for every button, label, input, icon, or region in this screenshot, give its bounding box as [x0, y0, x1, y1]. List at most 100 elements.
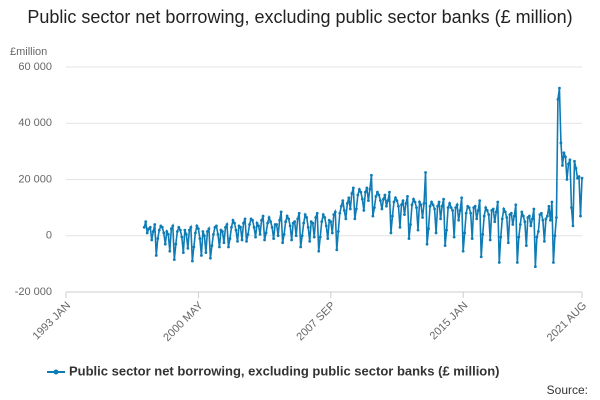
data-point: [542, 239, 546, 243]
data-point: [207, 227, 211, 231]
data-point: [160, 225, 164, 229]
data-point: [332, 213, 336, 217]
data-point: [392, 200, 396, 204]
data-point: [300, 234, 304, 238]
data-point: [287, 217, 291, 221]
data-point: [297, 211, 301, 215]
data-point: [335, 248, 339, 252]
data-point: [212, 232, 215, 236]
data-point: [568, 158, 572, 162]
legend-label: Public sector net borrowing, excluding p…: [69, 363, 500, 378]
data-point: [395, 199, 399, 202]
data-point: [579, 214, 582, 218]
data-point: [484, 206, 488, 210]
data-point: [198, 237, 202, 240]
data-point: [240, 238, 244, 242]
data-point: [275, 223, 279, 226]
data-point: [487, 213, 491, 217]
data-point: [383, 193, 387, 197]
data-point: [351, 186, 355, 190]
data-point: [448, 202, 452, 205]
data-point: [166, 232, 170, 236]
data-point: [436, 204, 439, 208]
data-point: [515, 261, 519, 264]
data-point: [577, 175, 581, 179]
y-tick-label: -20 000: [15, 286, 52, 298]
data-point: [263, 238, 266, 242]
data-point: [533, 265, 537, 269]
data-point: [379, 199, 382, 202]
data-point: [294, 234, 298, 238]
data-point: [443, 244, 447, 247]
data-point: [406, 194, 409, 198]
data-point: [317, 249, 321, 253]
data-point: [565, 178, 569, 181]
data-point: [190, 259, 194, 263]
data-point: [239, 225, 242, 229]
data-point: [397, 204, 400, 208]
data-point: [388, 190, 391, 194]
data-point: [391, 214, 394, 218]
data-point: [410, 203, 414, 207]
data-point: [553, 234, 557, 238]
data-point: [467, 206, 471, 210]
data-point: [315, 211, 319, 215]
data-point: [433, 207, 436, 211]
data-point: [203, 234, 206, 238]
data-point: [506, 241, 510, 245]
data-point: [482, 214, 486, 218]
data-point: [359, 190, 363, 194]
data-point: [323, 216, 327, 219]
data-point: [524, 244, 528, 247]
data-point: [385, 204, 388, 208]
data-point: [178, 228, 182, 232]
data-point: [177, 225, 181, 229]
data-point: [189, 225, 193, 229]
data-point: [377, 193, 381, 197]
data-point: [555, 216, 558, 219]
data-point: [500, 217, 504, 221]
data-point: [231, 218, 235, 222]
data-point: [518, 223, 522, 226]
data-point: [299, 245, 303, 249]
data-point: [413, 200, 417, 204]
data-point: [427, 227, 430, 231]
data-point: [222, 241, 226, 245]
x-tick-label: 2000 MAY: [161, 299, 206, 344]
data-point: [473, 204, 477, 208]
data-point: [530, 217, 534, 221]
chart-title: Public sector net borrowing, excluding p…: [27, 7, 573, 27]
data-point: [187, 228, 191, 232]
data-point: [267, 216, 271, 219]
data-point: [243, 217, 247, 221]
data-point: [382, 197, 385, 201]
data-point: [457, 218, 461, 222]
data-point: [288, 224, 292, 228]
data-point: [354, 207, 358, 211]
data-point: [454, 206, 458, 210]
data-point: [150, 238, 154, 242]
data-point: [174, 242, 178, 246]
data-point: [162, 231, 166, 235]
y-unit: £million: [10, 46, 47, 58]
data-point: [284, 220, 288, 224]
data-point: [400, 203, 403, 207]
data-point: [306, 225, 310, 229]
data-point: [216, 232, 220, 236]
data-point: [403, 213, 406, 217]
data-point: [376, 190, 379, 194]
data-point: [380, 207, 384, 211]
data-point: [201, 230, 205, 233]
data-point: [193, 231, 197, 235]
data-point: [184, 232, 188, 236]
data-point: [302, 221, 306, 225]
data-point: [394, 196, 397, 200]
data-point: [251, 218, 254, 222]
data-point: [558, 86, 561, 90]
data-point: [439, 217, 442, 221]
data-point: [527, 214, 531, 218]
data-point: [422, 202, 426, 205]
data-point: [183, 228, 187, 232]
data-point: [449, 206, 453, 210]
data-point: [409, 223, 412, 226]
